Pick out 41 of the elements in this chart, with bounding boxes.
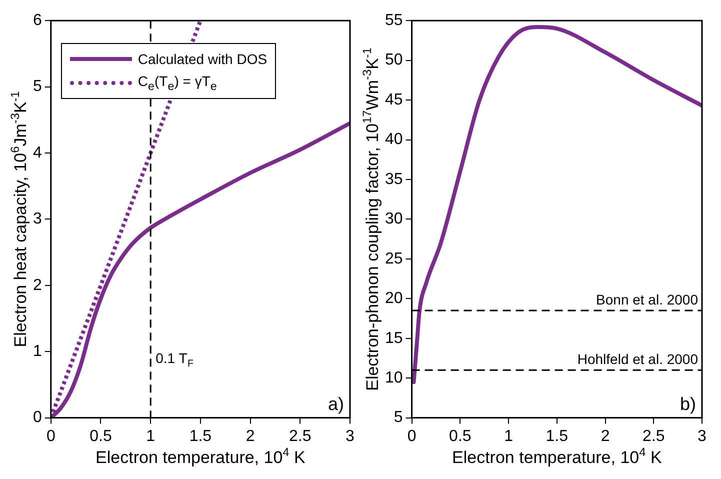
x-tick-label: 0 xyxy=(407,428,416,445)
x-tick-label: 2 xyxy=(246,428,255,445)
y-tick-label: 30 xyxy=(385,210,403,228)
y-tick-label: 25 xyxy=(385,250,403,268)
x-tick-label: 3 xyxy=(346,428,355,445)
annotation: a) xyxy=(328,394,344,414)
ref-line-label: Hohlfeld et al. 2000 xyxy=(577,351,698,368)
ref-line-label: Bonn et al. 2000 xyxy=(596,292,698,308)
y-tick-label: 2 xyxy=(32,276,42,294)
x-tick-label: 1 xyxy=(146,428,156,445)
y-tick-label: 15 xyxy=(385,330,403,347)
y-tick-label: 6 xyxy=(32,12,42,30)
y-tick-label: 1 xyxy=(32,343,42,360)
x-tick-label: 2 xyxy=(600,428,610,445)
y-tick-label: 20 xyxy=(385,290,403,308)
y-tick-label: 50 xyxy=(385,52,403,69)
y-tick-label: 5 xyxy=(32,78,42,96)
y-tick-label: 4 xyxy=(32,144,42,162)
annotation: b) xyxy=(680,394,696,414)
line-series xyxy=(412,24,702,384)
y-tick-label: 55 xyxy=(385,12,403,30)
y-tick-label: 40 xyxy=(385,131,403,148)
x-tick-label: 1.5 xyxy=(546,428,568,445)
x-tick-label: 1.5 xyxy=(189,428,212,445)
legend-label: C$_{e}$(T$_{e}$) = γT$_{e}$ xyxy=(138,72,217,92)
y-tick-label: 3 xyxy=(32,210,42,228)
y-tick-label: 45 xyxy=(385,91,403,108)
x-tick-label: 3 xyxy=(698,428,707,445)
x-tick-label: 0 xyxy=(46,428,56,445)
x-tick-label: 1 xyxy=(504,428,514,445)
x-tick-label: 0.5 xyxy=(449,428,472,445)
x-tick-label: 2.5 xyxy=(642,428,665,445)
y-tick-label: 35 xyxy=(385,170,403,188)
y-tick-label: 5 xyxy=(394,409,403,426)
y-axis-title: Electron-phonon coupling factor, 1017Wm-3K-1 xyxy=(360,47,382,391)
legend-label: Calculated with DOS xyxy=(138,50,268,67)
x-tick-label: 0.5 xyxy=(90,428,112,445)
y-tick-label: 0 xyxy=(32,409,42,426)
y-axis-title: Electron heat capacity, 106Jm-3K-1 xyxy=(8,90,30,348)
x-tick-label: 2.5 xyxy=(289,428,312,445)
y-tick-label: 10 xyxy=(385,369,403,386)
